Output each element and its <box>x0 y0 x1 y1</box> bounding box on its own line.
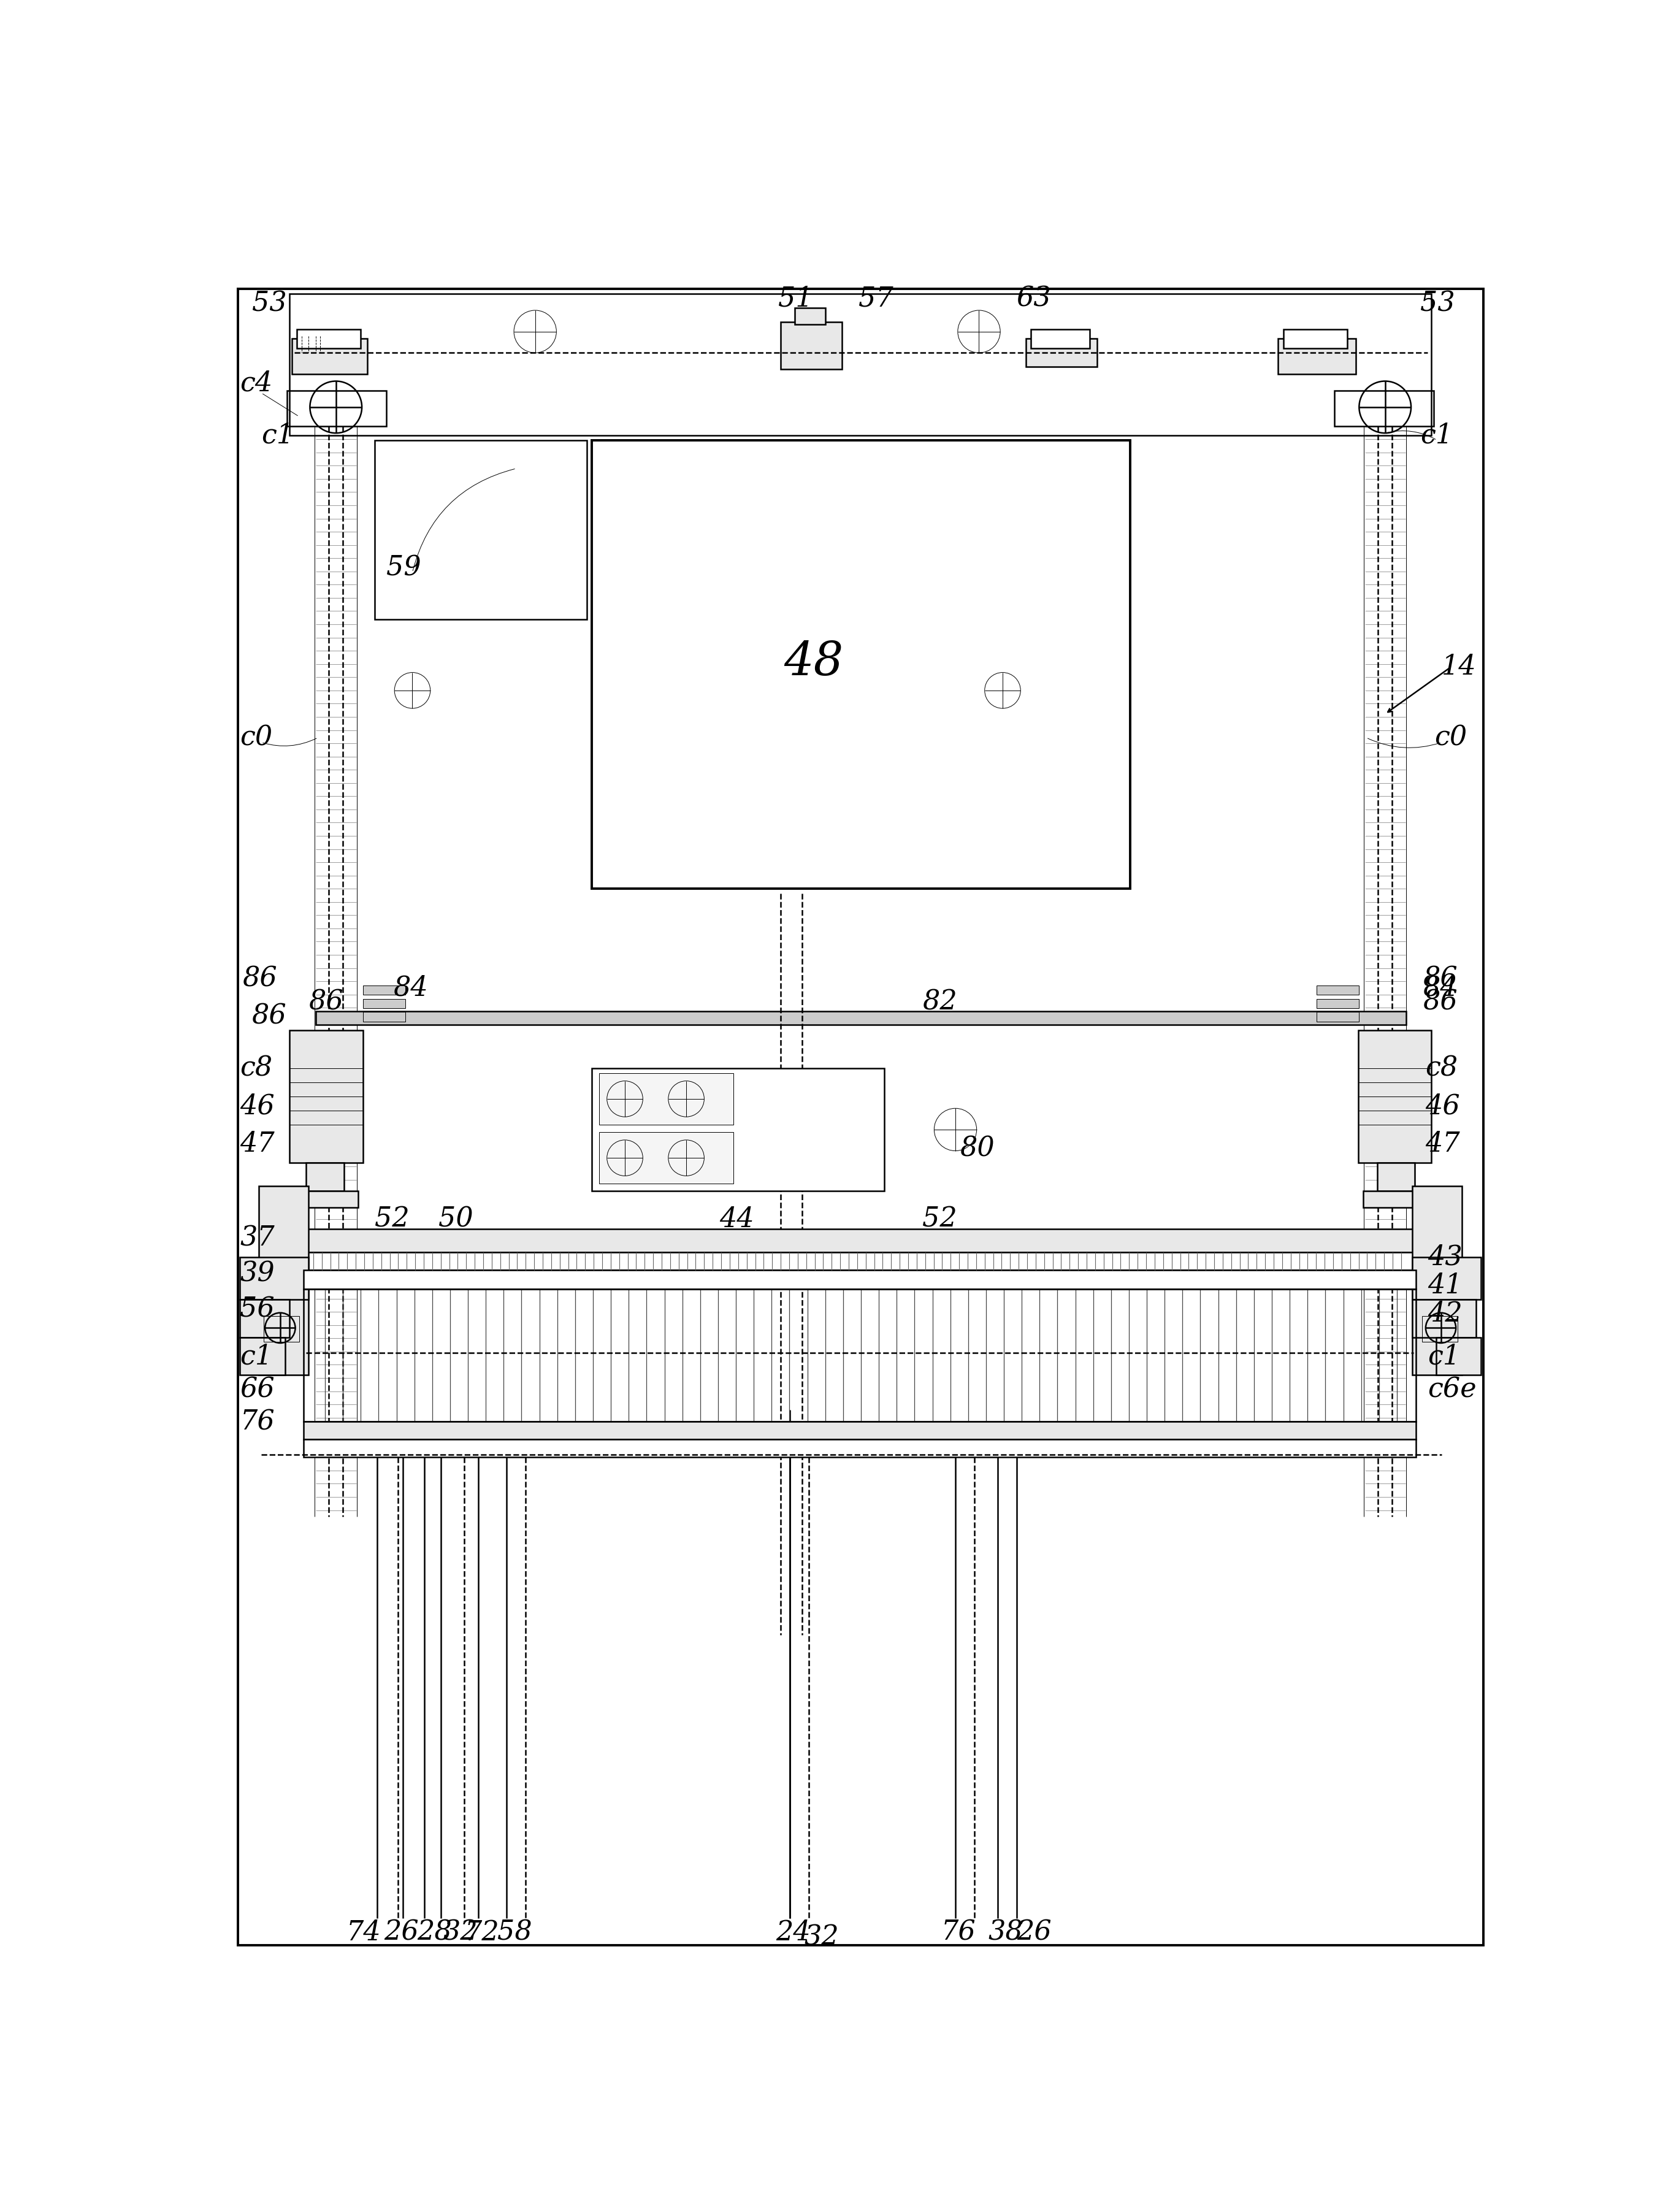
Bar <box>1412 1256 1481 1301</box>
Text: 53: 53 <box>252 290 287 316</box>
Text: c1: c1 <box>262 422 294 449</box>
Bar <box>1283 330 1347 347</box>
Text: 26: 26 <box>384 1920 418 1947</box>
Text: c8: c8 <box>1425 1055 1457 1082</box>
Bar <box>304 1228 1415 1252</box>
Text: 57: 57 <box>858 285 893 312</box>
Bar <box>1316 1000 1358 1009</box>
Bar <box>304 1422 1415 1440</box>
Bar <box>591 440 1130 889</box>
Text: 84: 84 <box>1422 975 1457 1002</box>
Text: 14: 14 <box>1442 653 1476 679</box>
Bar <box>1436 1338 1481 1376</box>
Bar <box>240 1301 289 1338</box>
Text: c6e: c6e <box>1427 1376 1476 1402</box>
Text: 44: 44 <box>719 1206 754 1232</box>
Bar <box>289 1031 363 1164</box>
Bar <box>1422 1316 1457 1343</box>
Text: 74: 74 <box>346 1920 381 1947</box>
Text: 86: 86 <box>1422 989 1457 1015</box>
Bar <box>374 440 588 619</box>
Text: 28: 28 <box>416 1920 452 1947</box>
Text: 48: 48 <box>784 639 843 686</box>
Bar <box>1363 1190 1424 1208</box>
Text: 76: 76 <box>942 1920 975 1947</box>
Bar <box>1316 1013 1358 1022</box>
Text: 43: 43 <box>1427 1243 1462 1270</box>
Bar <box>240 1256 309 1301</box>
Bar <box>292 338 368 374</box>
Text: 46: 46 <box>1425 1093 1461 1119</box>
Text: 32: 32 <box>443 1920 479 1947</box>
Bar <box>304 1270 1415 1290</box>
Bar <box>781 323 843 369</box>
Text: c0: c0 <box>1434 723 1467 750</box>
Text: 86: 86 <box>1422 964 1457 991</box>
Text: 41: 41 <box>1427 1272 1462 1298</box>
Bar <box>240 1338 285 1376</box>
Text: 86: 86 <box>252 1002 287 1029</box>
Text: 53: 53 <box>1420 290 1456 316</box>
Text: 86: 86 <box>242 964 277 991</box>
Text: 38: 38 <box>989 1920 1023 1947</box>
Bar <box>287 392 386 427</box>
Bar <box>363 1013 405 1022</box>
Text: 47: 47 <box>1425 1130 1461 1157</box>
Bar <box>1031 330 1090 347</box>
Bar <box>1316 987 1358 995</box>
Text: 39: 39 <box>240 1261 275 1287</box>
Text: 58: 58 <box>497 1920 532 1947</box>
Bar <box>304 1252 1415 1270</box>
Bar <box>304 1440 1415 1458</box>
Text: 51: 51 <box>779 285 813 312</box>
Text: 63: 63 <box>1017 285 1051 312</box>
Bar <box>591 1068 885 1190</box>
Bar <box>259 1186 309 1376</box>
Bar <box>1412 1186 1462 1376</box>
Text: 47: 47 <box>240 1130 275 1157</box>
Text: 72: 72 <box>465 1920 499 1947</box>
Text: 37: 37 <box>240 1225 275 1252</box>
Bar <box>1377 1164 1415 1190</box>
Text: 80: 80 <box>960 1135 996 1161</box>
Bar <box>1335 392 1434 427</box>
Bar <box>306 1164 344 1190</box>
Text: 56: 56 <box>240 1296 275 1323</box>
Text: 84: 84 <box>393 975 428 1002</box>
Text: 52: 52 <box>374 1206 410 1232</box>
Text: 42: 42 <box>1427 1301 1462 1327</box>
Text: 52: 52 <box>922 1206 957 1232</box>
Bar <box>316 1011 1407 1024</box>
Text: c4: c4 <box>240 369 272 396</box>
Text: c1: c1 <box>1420 422 1452 449</box>
Text: c0: c0 <box>240 723 272 750</box>
Text: 82: 82 <box>922 989 957 1015</box>
Text: 32: 32 <box>804 1924 840 1951</box>
Bar <box>794 307 826 325</box>
Text: 59: 59 <box>386 555 421 582</box>
Bar <box>363 987 405 995</box>
Bar <box>1278 338 1357 374</box>
Bar <box>304 1290 1415 1422</box>
Bar <box>297 1190 358 1208</box>
Text: 46: 46 <box>240 1093 275 1119</box>
Text: 50: 50 <box>438 1206 473 1232</box>
Bar <box>363 1000 405 1009</box>
Text: c1: c1 <box>240 1343 272 1369</box>
Text: 66: 66 <box>240 1376 275 1402</box>
Text: 24: 24 <box>776 1920 811 1947</box>
Text: 76: 76 <box>240 1409 275 1436</box>
Bar <box>289 294 1432 436</box>
Bar <box>1358 1031 1432 1164</box>
Bar <box>297 330 361 347</box>
Bar <box>264 1316 299 1343</box>
Text: c8: c8 <box>240 1055 272 1082</box>
Bar <box>1412 1301 1476 1338</box>
Text: c1: c1 <box>1427 1343 1461 1369</box>
Text: 86: 86 <box>309 989 343 1015</box>
Bar <box>1026 338 1096 367</box>
Text: 26: 26 <box>1017 1920 1051 1947</box>
Bar <box>599 1133 734 1183</box>
Bar <box>599 1073 734 1126</box>
